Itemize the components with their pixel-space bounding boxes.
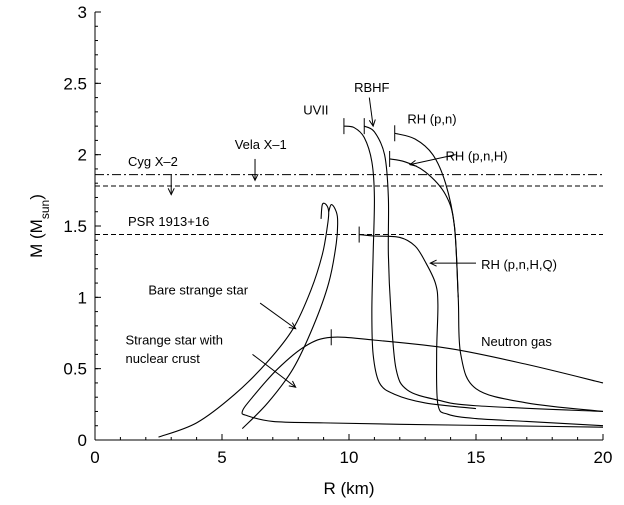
curve-neutron-gas [241,336,604,428]
annotation-arrowhead [408,159,417,167]
y-tick-label: 1 [78,288,87,307]
x-tick-label: 0 [90,448,99,467]
y-tick-label: 2.5 [63,74,87,93]
x-ticks: 0 5 10 15 20 [90,434,612,467]
annotation-arrows [167,97,476,388]
annotation-arrowhead [429,259,437,267]
label-rh-p-n-h: RH (p,n,H) [446,148,508,163]
x-tick-label: 10 [340,448,359,467]
y-axis-title-close: ) [27,194,46,200]
annotation-arrowhead [251,173,259,182]
label-uvii: UVII [303,103,328,118]
annotation-arrow [252,354,296,388]
annotation-arrow [368,97,374,127]
reference-lines [95,174,603,236]
annotation-arrow [259,302,296,330]
annotation-arrowhead [368,119,376,128]
label-neutron-gas: Neutron gas [481,334,552,349]
annotation-arrowhead [288,380,297,388]
curve-uvii [343,125,477,410]
max-mass-markers [330,118,396,346]
mass-radius-curves [158,125,604,438]
label-rh-p-n: RH (p,n) [407,111,456,126]
annotation-labels: UVII RBHF RH (p,n) RH (p,n,H) RH (p,n,H,Q) Ne… [125,80,556,366]
label-vela-x-1: Vela X–1 [235,137,287,152]
y-axis-title: M (Msun) [27,194,52,258]
label-psr-1913-16: PSR 1913+16 [128,214,209,229]
x-tick-label: 15 [467,448,486,467]
label-rbhf: RBHF [354,80,389,95]
y-tick-label: 1.5 [63,217,87,236]
curve-rh-p-n-h-q [359,234,604,427]
label-bare-strange-star: Bare strange star [148,282,248,297]
y-ticks: 0 0.5 1 1.5 2 2.5 3 [63,3,101,450]
label-cyg-x-2: Cyg X–2 [128,154,178,169]
annotation-arrow [409,154,456,166]
x-tick-label: 20 [594,448,613,467]
y-tick-label: 0 [78,431,87,450]
label-nuclear-crust: nuclear crust [125,351,200,366]
label-rh-p-n-h-q: RH (p,n,H,Q) [481,257,557,272]
y-axis-title-subscript: sun [38,200,52,219]
y-tick-label: 0.5 [63,360,87,379]
curve-strange-star-with-nuclear-crust [241,204,339,429]
x-axis-title: R (km) [324,479,375,498]
annotation-arrowhead [167,188,175,196]
annotation-arrowhead [288,322,297,330]
y-axis-title-main: M (M [27,219,46,258]
curve-bare-strange-star [158,202,330,438]
x-tick-label: 5 [217,448,226,467]
label-strange-star-with: Strange star with [125,332,223,347]
y-tick-label: 2 [78,146,87,165]
y-tick-label: 3 [78,3,87,22]
curve-rbhf [363,125,604,413]
curve-rh-p-n-h [389,158,459,298]
